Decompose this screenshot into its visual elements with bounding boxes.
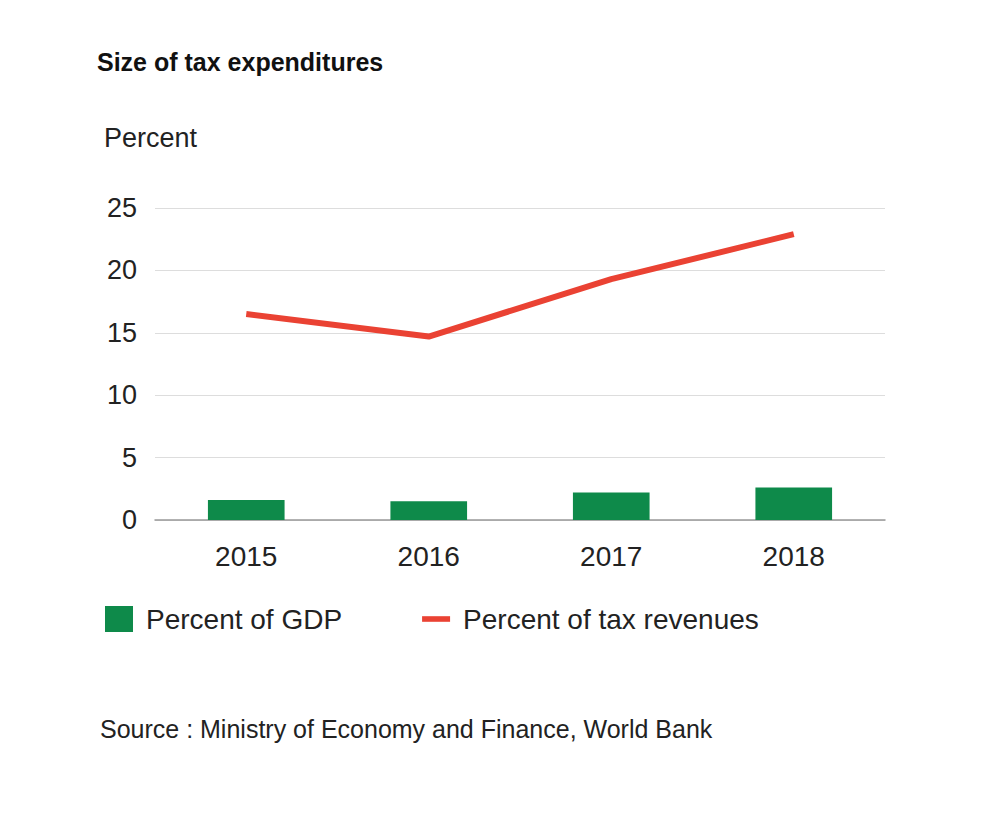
svg-text:2015: 2015: [215, 541, 277, 572]
svg-text:Percent: Percent: [104, 123, 198, 153]
svg-text:Source : Ministry of Economy a: Source : Ministry of Economy and Finance…: [100, 715, 713, 743]
svg-text:20: 20: [107, 255, 137, 285]
svg-text:15: 15: [107, 318, 137, 348]
svg-text:5: 5: [122, 443, 137, 473]
svg-text:25: 25: [107, 193, 137, 223]
svg-text:Size of tax expenditures: Size of tax expenditures: [97, 48, 383, 76]
svg-text:Percent of GDP: Percent of GDP: [146, 604, 342, 635]
svg-text:2018: 2018: [763, 541, 825, 572]
svg-text:0: 0: [122, 505, 137, 535]
svg-text:10: 10: [107, 380, 137, 410]
svg-text:Percent of tax revenues: Percent of tax revenues: [463, 604, 759, 635]
svg-text:2016: 2016: [398, 541, 460, 572]
svg-text:2017: 2017: [580, 541, 642, 572]
